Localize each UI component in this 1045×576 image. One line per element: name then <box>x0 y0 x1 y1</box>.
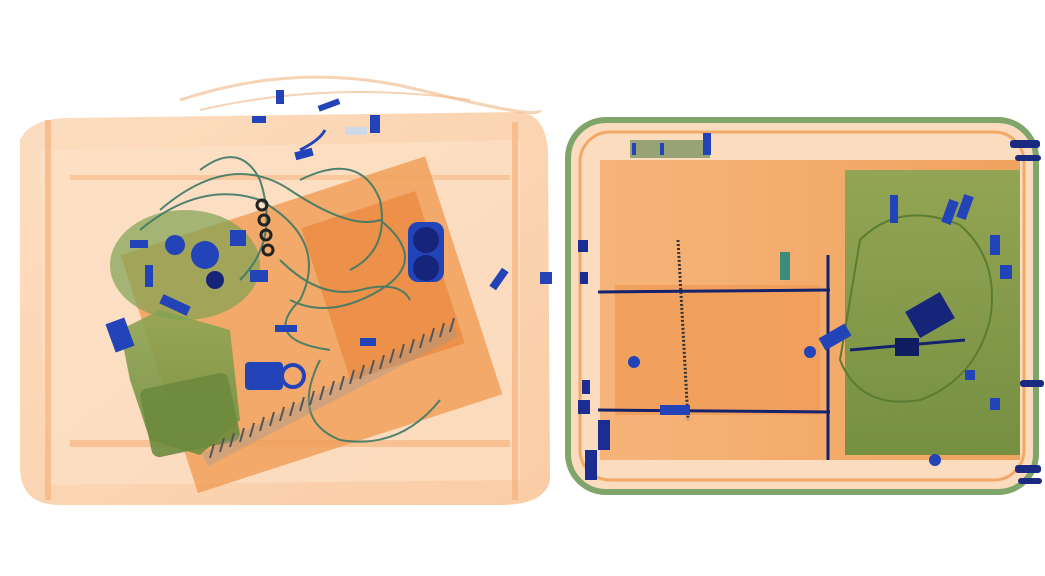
round-canisters <box>408 222 444 282</box>
loose-items <box>252 90 552 291</box>
small-metal-parts <box>245 325 376 390</box>
side-latches <box>578 240 610 480</box>
right-bag <box>565 117 1044 495</box>
left-bag <box>20 75 552 505</box>
tag-strip <box>630 133 711 158</box>
wheels <box>1010 140 1044 484</box>
cable-bundle <box>139 156 441 443</box>
coil-spring <box>201 317 459 467</box>
battery-pack <box>120 310 240 458</box>
clip-chain <box>255 198 275 257</box>
metal-hardware <box>628 194 1012 466</box>
electronics-cluster <box>105 210 268 353</box>
